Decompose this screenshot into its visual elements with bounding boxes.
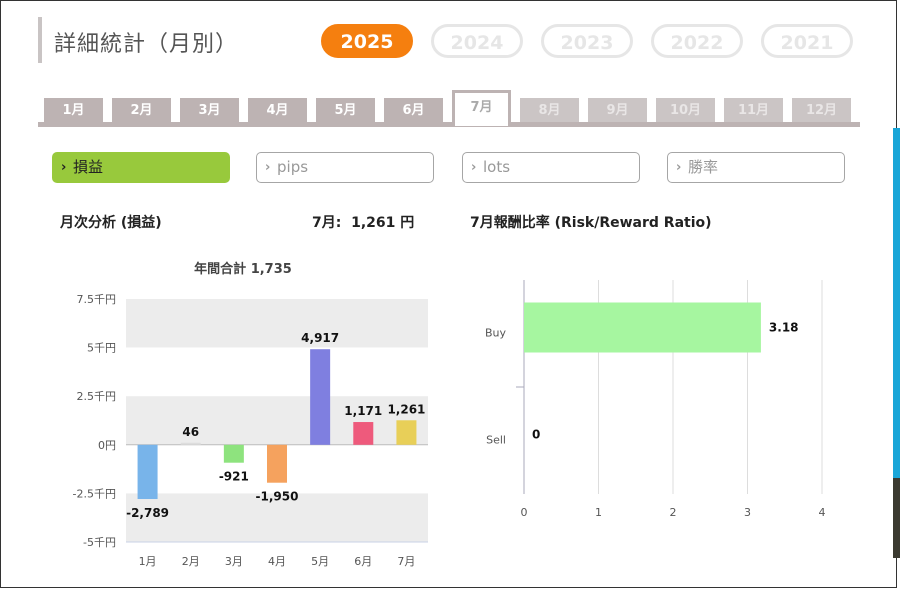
y-tick-label: 2.5千円 bbox=[77, 390, 117, 403]
x-tick-label: 4 bbox=[819, 506, 826, 519]
side-accent-bar bbox=[893, 128, 900, 478]
x-tick-label: 0 bbox=[521, 506, 528, 519]
data-label: -1,950 bbox=[256, 490, 299, 504]
month-tab-10[interactable]: 10月 bbox=[656, 98, 715, 122]
chevron-right-icon: › bbox=[676, 160, 682, 175]
metric-button-0[interactable]: › 損益 bbox=[52, 152, 230, 183]
data-label: 0 bbox=[532, 428, 540, 442]
bar-4月 bbox=[267, 444, 287, 483]
chart-title: 年間合計 1,735 bbox=[194, 261, 292, 277]
month-tab-1[interactable]: 1月 bbox=[44, 98, 103, 122]
data-label: 1,171 bbox=[344, 404, 382, 418]
metric-button-3[interactable]: › 勝率 bbox=[667, 152, 845, 183]
bar-3月 bbox=[223, 444, 244, 463]
year-tab-2024[interactable]: 2024 bbox=[431, 24, 523, 58]
y-tick-label: Buy bbox=[485, 327, 507, 340]
metric-button-1[interactable]: › pips bbox=[256, 152, 434, 183]
bar-6月 bbox=[353, 422, 374, 445]
month-tab-5[interactable]: 5月 bbox=[316, 98, 375, 122]
grid-band bbox=[126, 493, 428, 542]
data-label: 1,261 bbox=[387, 402, 425, 416]
metric-label: 勝率 bbox=[688, 158, 719, 176]
data-label: 4,917 bbox=[301, 331, 339, 345]
data-label: 46 bbox=[182, 425, 199, 439]
data-label: -2,789 bbox=[126, 506, 169, 520]
x-tick-label: 3月 bbox=[225, 555, 243, 568]
month-tab-6[interactable]: 6月 bbox=[384, 98, 443, 122]
x-tick-label: 7月 bbox=[397, 555, 415, 568]
metric-label: 損益 bbox=[73, 158, 104, 176]
month-tab-3[interactable]: 3月 bbox=[180, 98, 239, 122]
monthly-value: 7月: 1,261 円 bbox=[312, 215, 415, 231]
month-tab-11[interactable]: 11月 bbox=[724, 98, 783, 122]
x-tick-label: 2 bbox=[670, 506, 677, 519]
metric-label: pips bbox=[277, 158, 309, 176]
grid-band bbox=[126, 396, 428, 445]
year-tab-2022[interactable]: 2022 bbox=[651, 24, 743, 58]
metric-label: lots bbox=[483, 158, 511, 176]
x-tick-label: 5月 bbox=[311, 555, 329, 568]
x-tick-label: 1月 bbox=[139, 555, 157, 568]
page-title: 詳細統計（月別） bbox=[54, 32, 239, 57]
year-tab-2021[interactable]: 2021 bbox=[761, 24, 853, 58]
grid-band bbox=[126, 347, 428, 397]
y-tick-label: 7.5千円 bbox=[77, 293, 117, 306]
monthly-pnl-chart: 年間合計 1,735 7.5千円 5千円 2.5千円 0円 -2.5千円 -5千円 -2,78… bbox=[73, 261, 428, 568]
year-tab-2023[interactable]: 2023 bbox=[541, 24, 633, 58]
side-dark-bar bbox=[893, 478, 900, 558]
data-label: 3.18 bbox=[769, 321, 799, 335]
x-tick-label: 3 bbox=[744, 506, 751, 519]
chevron-right-icon: › bbox=[61, 160, 67, 175]
bar-5月 bbox=[310, 349, 331, 445]
month-tab-9[interactable]: 9月 bbox=[588, 98, 647, 122]
month-tab-baseline bbox=[38, 122, 860, 127]
y-tick-label: -2.5千円 bbox=[73, 487, 116, 500]
title-accent-bar bbox=[38, 17, 42, 63]
y-tick-label: 0円 bbox=[98, 439, 116, 452]
metric-button-2[interactable]: › lots bbox=[462, 152, 640, 183]
x-tick-label: 4月 bbox=[268, 555, 286, 568]
grid-band bbox=[126, 299, 428, 348]
bar-Buy bbox=[524, 302, 761, 353]
chevron-right-icon: › bbox=[471, 160, 477, 175]
month-tab-7[interactable]: 7月 bbox=[452, 90, 511, 126]
month-tab-2[interactable]: 2月 bbox=[112, 98, 171, 122]
x-tick-label: 1 bbox=[595, 506, 602, 519]
x-tick-label: 2月 bbox=[182, 555, 200, 568]
month-tab-4[interactable]: 4月 bbox=[248, 98, 307, 122]
y-tick-label: -5千円 bbox=[83, 536, 116, 549]
month-tab-12[interactable]: 12月 bbox=[792, 98, 851, 122]
x-tick-label: 6月 bbox=[354, 555, 372, 568]
y-tick-label: 5千円 bbox=[87, 342, 116, 355]
year-tab-2025[interactable]: 2025 bbox=[321, 24, 413, 58]
data-label: -921 bbox=[219, 470, 249, 484]
chevron-right-icon: › bbox=[265, 160, 271, 175]
bar-2月 bbox=[180, 442, 201, 445]
risk-reward-chart: 0 1 2 3 4 Buy 3.18 Sell 0 bbox=[485, 280, 826, 519]
monthly-heading: 月次分析 (損益) bbox=[60, 215, 162, 231]
y-tick-label: Sell bbox=[486, 434, 506, 447]
bar-1月 bbox=[137, 444, 158, 500]
bar-7月 bbox=[396, 420, 417, 445]
month-tab-8[interactable]: 8月 bbox=[520, 98, 579, 122]
ratio-heading: 7月報酬比率 (Risk/Reward Ratio) bbox=[470, 215, 712, 231]
